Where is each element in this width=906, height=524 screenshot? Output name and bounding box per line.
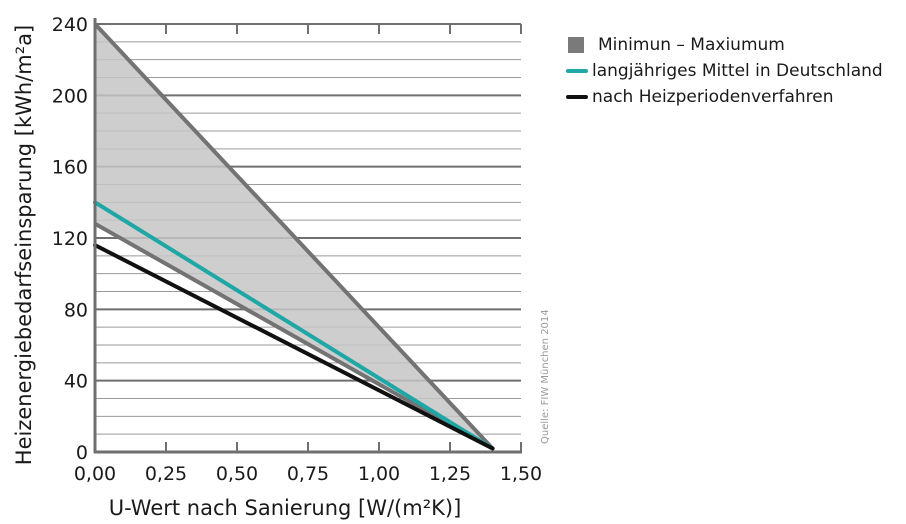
y-tick-label: 200	[52, 85, 88, 107]
x-tick-label: 0,75	[287, 463, 329, 485]
y-tick-label: 160	[52, 157, 88, 179]
x-tick-label: 1,00	[358, 463, 400, 485]
x-tick-label: 1,25	[429, 463, 471, 485]
y-tick-label: 0	[76, 442, 88, 464]
series-line-0	[93, 200, 495, 451]
x-tick-label: 1,50	[500, 463, 542, 485]
x-tick-labels: 0,00 0,25 0,50 0,75 1,00 1,25 1,50	[74, 463, 542, 485]
band-upper-edge	[93, 22, 495, 450]
series-lines	[93, 200, 495, 451]
y-tick-label: 120	[52, 228, 88, 250]
y-tick-label: 80	[64, 299, 88, 321]
legend-item-heizperiode: nach Heizperiodenverfahren	[566, 84, 883, 110]
legend-item-min-max: Minimun – Maxiumum	[566, 32, 883, 58]
y-tick-labels: 0 40 80 120 160 200 240	[52, 14, 88, 464]
y-tick-label: 40	[64, 371, 88, 393]
x-axis-label: U-Wert nach Sanierung [W/(m²K)]	[109, 496, 462, 520]
band-lower-edge	[94, 221, 494, 451]
legend-item-mittel: langjähriges Mittel in Deutschland	[566, 58, 883, 84]
x-tick-label: 0,00	[74, 463, 116, 485]
legend-swatch-heizperiode	[566, 95, 588, 99]
legend-label-mittel: langjähriges Mittel in Deutschland	[592, 61, 883, 81]
legend-swatch-mittel	[566, 69, 588, 73]
y-axis-label: Heizenergiebedarfseinsparung [kWh/m²a]	[12, 25, 36, 465]
x-tick-label: 0,25	[145, 463, 187, 485]
legend: Minimun – Maxiumum langjähriges Mittel i…	[566, 32, 883, 110]
axes	[93, 18, 522, 454]
legend-swatch-min-max	[568, 37, 584, 53]
legend-label-heizperiode: nach Heizperiodenverfahren	[592, 87, 834, 107]
source-note: Quelle: FIW München 2014	[540, 309, 551, 444]
series-line-1	[93, 243, 495, 451]
y-tick-label: 240	[52, 14, 88, 36]
min-max-band	[93, 22, 495, 451]
legend-label-min-max: Minimun – Maxiumum	[598, 35, 785, 55]
x-tick-label: 0,50	[216, 463, 258, 485]
